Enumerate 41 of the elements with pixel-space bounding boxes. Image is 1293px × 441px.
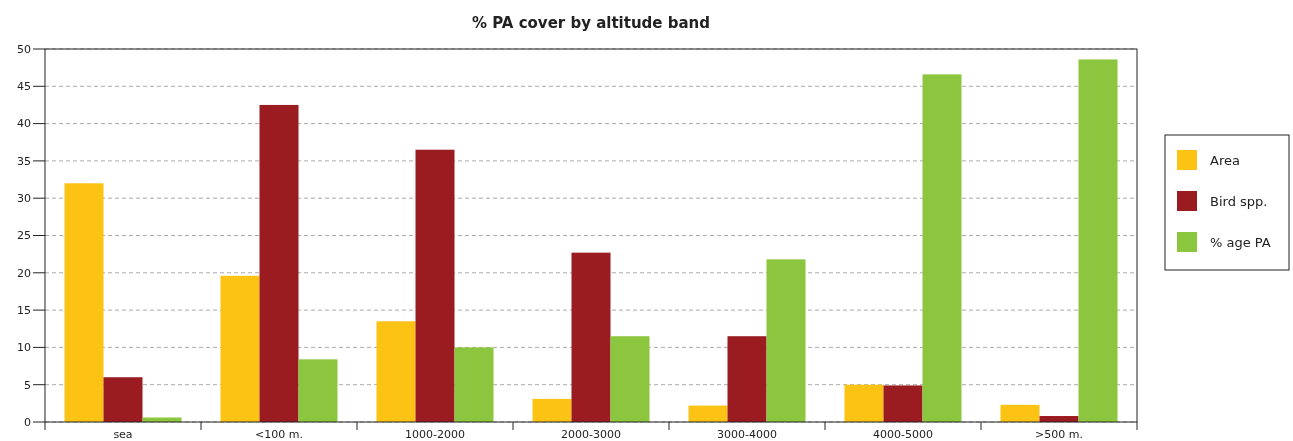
x-tick-label: 3000-4000 bbox=[717, 428, 777, 441]
bar bbox=[922, 74, 962, 422]
bar bbox=[727, 336, 767, 422]
bar bbox=[415, 149, 455, 422]
y-tick-label: 40 bbox=[17, 117, 31, 131]
x-tick-label: >500 m. bbox=[1035, 428, 1083, 441]
bar bbox=[259, 104, 299, 422]
bar bbox=[883, 385, 923, 422]
y-tick-label: 10 bbox=[17, 341, 31, 355]
bar bbox=[844, 384, 884, 422]
y-tick-label: 45 bbox=[17, 80, 31, 94]
bar bbox=[1000, 404, 1040, 422]
bar bbox=[454, 347, 494, 422]
y-tick-label: 50 bbox=[17, 42, 31, 56]
bar bbox=[532, 398, 572, 422]
y-tick-label: 25 bbox=[17, 229, 31, 243]
x-tick-label: sea bbox=[113, 428, 133, 441]
bar bbox=[376, 321, 416, 422]
x-tick-label: 2000-3000 bbox=[561, 428, 621, 441]
legend-label: % age PA bbox=[1210, 234, 1271, 250]
y-tick-label: 0 bbox=[24, 415, 31, 429]
x-tick-label: <100 m. bbox=[255, 428, 303, 441]
bar bbox=[766, 259, 806, 422]
y-tick-label: 20 bbox=[17, 266, 31, 280]
bar bbox=[1078, 59, 1118, 422]
y-tick-label: 35 bbox=[17, 154, 31, 168]
y-tick-label: 15 bbox=[17, 303, 31, 317]
bar bbox=[571, 252, 611, 422]
chart-title: % PA cover by altitude band bbox=[471, 14, 711, 32]
bar bbox=[610, 336, 650, 422]
x-tick-label: 1000-2000 bbox=[405, 428, 465, 441]
x-tick-label: 4000-5000 bbox=[873, 428, 933, 441]
legend-label: Bird spp. bbox=[1210, 193, 1268, 209]
bar bbox=[298, 359, 338, 422]
y-tick-label: 30 bbox=[17, 192, 31, 206]
bar bbox=[64, 183, 104, 422]
y-tick-label: 5 bbox=[24, 378, 31, 392]
legend-label: Area bbox=[1210, 152, 1240, 168]
bar bbox=[688, 405, 728, 422]
bar bbox=[103, 377, 143, 422]
bar bbox=[220, 275, 260, 422]
